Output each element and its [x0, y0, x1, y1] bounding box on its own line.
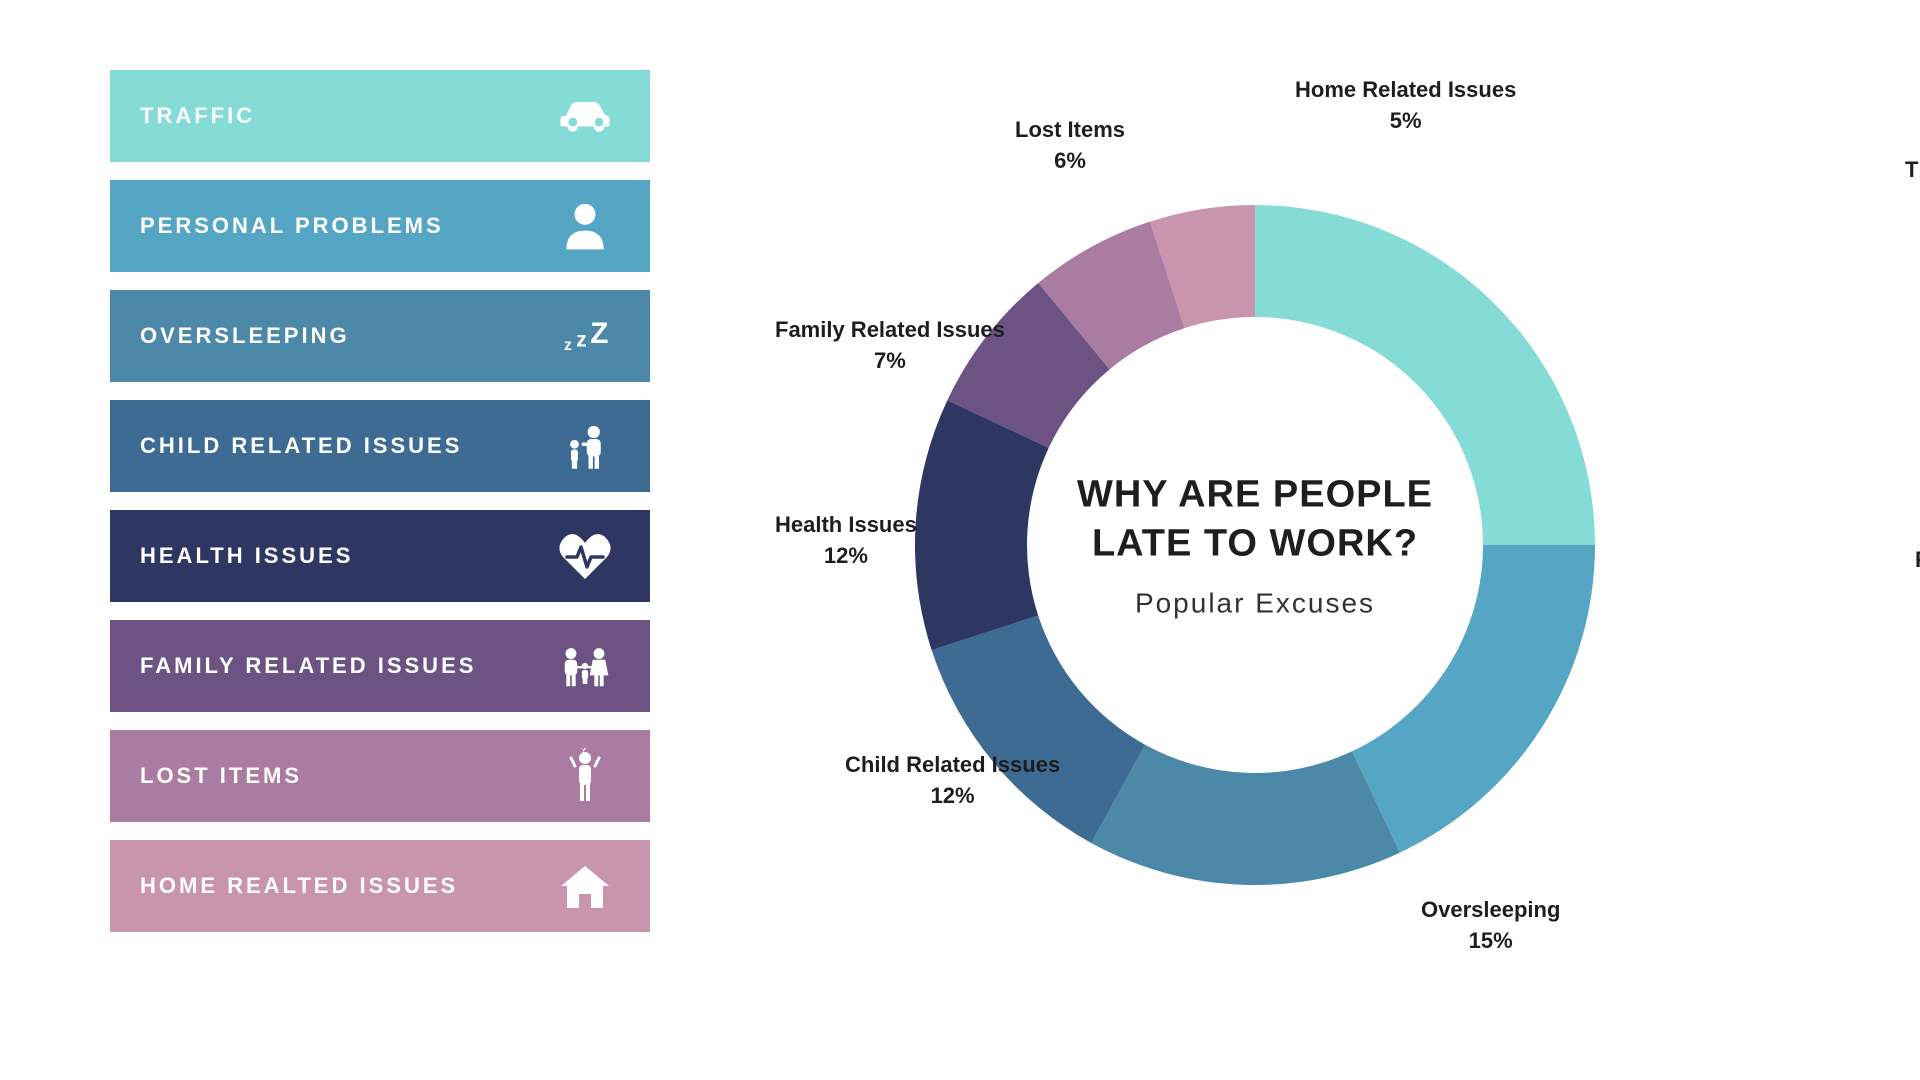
slice-name: Home Related Issues: [1295, 75, 1516, 106]
legend-item-family: FAMILY RELATED ISSUES: [110, 620, 650, 712]
slice-percent: 12%: [845, 781, 1060, 812]
zzz-icon: zzZ: [550, 306, 620, 366]
slice-oversleep: [1091, 745, 1400, 885]
legend-panel: TRAFFICPERSONAL PROBLEMSOVERSLEEPINGzzZC…: [110, 70, 650, 1020]
slice-name: TRAFFIC: [1905, 155, 1920, 186]
family-icon: [550, 636, 620, 696]
legend-item-oversleep: OVERSLEEPINGzzZ: [110, 290, 650, 382]
slice-percent: 5%: [1295, 106, 1516, 137]
slice-name: Child Related Issues: [845, 750, 1060, 781]
slice-label-family: Family Related Issues7%: [775, 315, 1005, 377]
legend-item-lost: LOST ITEMS?: [110, 730, 650, 822]
slice-label-traffic: TRAFFIC25%: [1905, 155, 1920, 217]
slice-label-personal: Personal Problems18%: [1915, 545, 1920, 607]
slice-percent: 15%: [1421, 926, 1560, 957]
slice-name: Health Issues: [775, 510, 917, 541]
slice-name: Personal Problems: [1915, 545, 1920, 576]
slice-label-oversleep: Oversleeping15%: [1421, 895, 1560, 957]
legend-label: TRAFFIC: [140, 102, 550, 131]
slice-label-child: Child Related Issues12%: [845, 750, 1060, 812]
legend-item-child: CHILD RELATED ISSUES: [110, 400, 650, 492]
legend-label: PERSONAL PROBLEMS: [140, 212, 550, 241]
legend-item-personal: PERSONAL PROBLEMS: [110, 180, 650, 272]
slice-percent: 12%: [775, 541, 917, 572]
slice-label-home: Home Related Issues5%: [1295, 75, 1516, 137]
svg-text:z: z: [576, 329, 589, 352]
legend-label: HOME REALTED ISSUES: [140, 872, 550, 901]
chart-panel: WHY ARE PEOPLE LATE TO WORK? Popular Exc…: [650, 70, 1860, 1020]
legend-label: OVERSLEEPING: [140, 322, 550, 351]
legend-label: HEALTH ISSUES: [140, 542, 550, 571]
legend-item-health: HEALTH ISSUES: [110, 510, 650, 602]
svg-text:Z: Z: [590, 317, 611, 350]
legend-label: CHILD RELATED ISSUES: [140, 432, 550, 461]
lost-icon: ?: [550, 746, 620, 806]
slice-name: Family Related Issues: [775, 315, 1005, 346]
svg-text:z: z: [564, 337, 575, 354]
chart-title: WHY ARE PEOPLE LATE TO WORK?: [1040, 471, 1470, 570]
chart-subtitle: Popular Excuses: [1040, 587, 1470, 619]
slice-name: Oversleeping: [1421, 895, 1560, 926]
legend-item-home: HOME REALTED ISSUES: [110, 840, 650, 932]
slice-percent: 25%: [1905, 186, 1920, 217]
donut-chart: WHY ARE PEOPLE LATE TO WORK? Popular Exc…: [875, 165, 1635, 925]
legend-label: LOST ITEMS: [140, 762, 550, 791]
legend-item-traffic: TRAFFIC: [110, 70, 650, 162]
heart-icon: [550, 526, 620, 586]
svg-text:?: ?: [581, 748, 590, 755]
slice-name: Lost Items: [1015, 115, 1125, 146]
infographic-container: TRAFFICPERSONAL PROBLEMSOVERSLEEPINGzzZC…: [0, 0, 1920, 1080]
donut-center-text: WHY ARE PEOPLE LATE TO WORK? Popular Exc…: [1040, 471, 1470, 620]
slice-label-health: Health Issues12%: [775, 510, 917, 572]
home-icon: [550, 856, 620, 916]
legend-label: FAMILY RELATED ISSUES: [140, 652, 550, 681]
childparent-icon: [550, 416, 620, 476]
slice-percent: 7%: [775, 346, 1005, 377]
slice-percent: 6%: [1015, 146, 1125, 177]
car-icon: [550, 86, 620, 146]
slice-percent: 18%: [1915, 576, 1920, 607]
person-icon: [550, 196, 620, 256]
slice-label-lost: Lost Items6%: [1015, 115, 1125, 177]
